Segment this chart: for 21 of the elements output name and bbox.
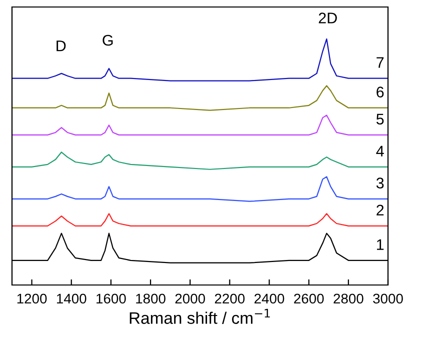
x-tick-label: 2200	[214, 294, 245, 304]
x-tick-label: 1800	[136, 294, 166, 304]
series-label: 1	[377, 239, 384, 250]
x-axis-title: Raman shift / cm$^{−1}$	[130, 308, 270, 324]
series-label: 7	[376, 57, 384, 68]
text: 2D	[318, 12, 337, 24]
x-tick-label: 1400	[56, 294, 86, 304]
annotation: G	[102, 34, 113, 46]
x-tick-label: 2800	[334, 294, 364, 304]
x-tick-label: 3000	[373, 294, 403, 304]
x-tick-label: 2600	[294, 294, 324, 304]
x-tick-label: 1600	[96, 294, 126, 304]
annotation: D	[56, 40, 66, 52]
series-label: 6	[376, 86, 384, 98]
series-label: 5	[376, 114, 384, 125]
series-label: 2	[376, 204, 384, 216]
x-tick-label: 2400	[254, 294, 284, 304]
series-label: 4	[376, 146, 384, 156]
x-tick-label: 2000	[175, 294, 206, 304]
x-tick-label: 1200	[17, 294, 47, 304]
series-label: 3	[376, 178, 384, 188]
